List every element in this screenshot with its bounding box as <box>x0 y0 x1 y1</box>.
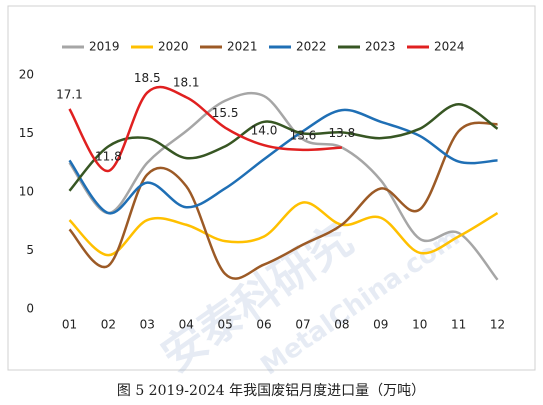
y-tick-label: 0 <box>26 302 34 316</box>
line-series <box>68 85 342 173</box>
data-label: 13.8 <box>329 126 356 140</box>
y-tick-label: 20 <box>19 68 34 82</box>
x-tick-label: 04 <box>179 318 194 332</box>
legend-label: 2024 <box>434 40 465 54</box>
y-tick-label: 5 <box>26 243 34 257</box>
line-series <box>68 102 499 192</box>
line-series <box>68 108 498 215</box>
x-tick-label: 09 <box>373 318 388 332</box>
legend-label: 2019 <box>89 40 120 54</box>
x-tick-label: 08 <box>334 318 349 332</box>
legend-label: 2022 <box>296 40 327 54</box>
data-label: 18.1 <box>173 76 200 90</box>
x-tick-label: 05 <box>217 318 232 332</box>
y-tick-label: 15 <box>19 126 34 140</box>
x-tick-label: 01 <box>62 318 77 332</box>
x-tick-label: 06 <box>256 318 271 332</box>
chart-frame <box>7 5 536 371</box>
legend-label: 2021 <box>227 40 258 54</box>
chart-title: 图 5 2019-2024 年我国废铝月度进口量（万吨） <box>117 383 425 399</box>
data-label: 15.5 <box>212 106 239 120</box>
y-tick-label: 10 <box>19 185 34 199</box>
x-tick-label: 03 <box>140 318 155 332</box>
x-tick-label: 10 <box>412 318 427 332</box>
data-label: 18.5 <box>134 71 161 85</box>
x-tick-label: 02 <box>101 318 116 332</box>
data-label: 13.6 <box>290 128 317 142</box>
data-label: 14.0 <box>251 124 278 138</box>
x-tick-label: 12 <box>490 318 505 332</box>
legend-label: 2023 <box>365 40 396 54</box>
legend-label: 2020 <box>158 40 189 54</box>
line-series <box>68 201 499 257</box>
x-tick-label: 11 <box>451 318 466 332</box>
line-series <box>68 121 498 280</box>
line-series <box>68 91 499 281</box>
x-tick-label: 07 <box>295 318 310 332</box>
data-label: 11.8 <box>95 149 122 163</box>
data-label: 17.1 <box>56 87 83 101</box>
